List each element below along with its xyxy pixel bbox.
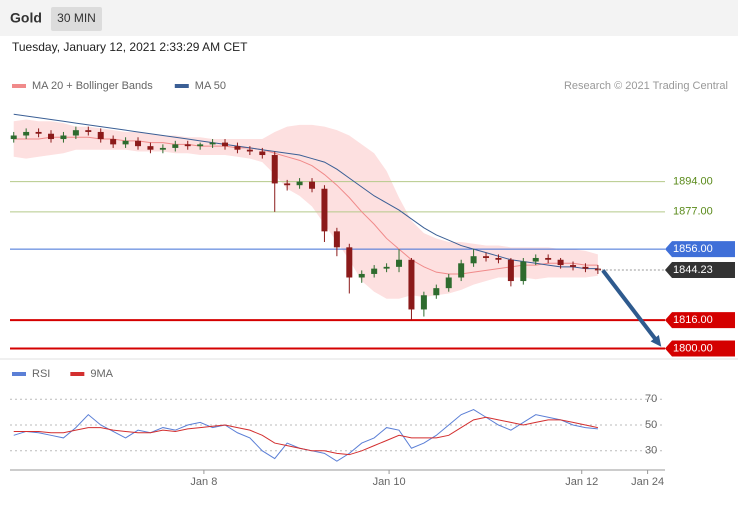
candle-body [396, 259, 403, 267]
x-tick-label: Jan 10 [373, 476, 406, 488]
interval-button[interactable] [51, 7, 102, 31]
candle-body [284, 183, 291, 186]
candle-body [346, 247, 353, 278]
last-price-label: 1844.23 [673, 264, 713, 276]
indicator-line [13, 416, 598, 456]
candle-body [184, 144, 191, 147]
source-label: Research © 2021 Trading Central [564, 80, 728, 92]
legend-swatch [174, 84, 189, 88]
legend-label: RSI [32, 368, 50, 380]
level-label: 1877.00 [673, 206, 713, 218]
x-tick-label: Jan 24 [631, 476, 664, 488]
candle-body [408, 259, 415, 310]
y-tick-label: 50 [645, 419, 657, 431]
indicator-line [13, 408, 598, 462]
level-label: 1816.00 [673, 314, 713, 326]
instrument-title: Gold [10, 10, 42, 26]
candle-body [23, 131, 30, 136]
candle-body [582, 266, 589, 269]
legend-label: MA 50 [195, 80, 226, 92]
arrow-head [650, 334, 662, 347]
candle-body [197, 144, 204, 147]
legend-swatch [70, 372, 85, 376]
level-tag [665, 241, 735, 258]
candle-body [333, 231, 340, 248]
candle-body [570, 265, 577, 267]
candle-body [358, 273, 365, 278]
candle-body [135, 140, 142, 147]
x-tick-label: Jan 12 [565, 476, 598, 488]
legend-label: MA 20 + Bollinger Bands [32, 80, 153, 92]
candle-body [458, 263, 465, 278]
candle-body [420, 295, 427, 310]
level-label: 1800.00 [673, 342, 713, 354]
candle-body [321, 188, 328, 232]
y-tick-label: 30 [645, 445, 657, 457]
candle-body [48, 133, 55, 140]
candle-body [483, 256, 490, 258]
x-tick-label: Jan 8 [190, 476, 217, 488]
candle-body [97, 131, 104, 140]
level-label: 1856.00 [673, 243, 713, 255]
candle-body [507, 259, 514, 282]
candle-body [520, 261, 527, 282]
candle-body [445, 277, 452, 289]
candle-body [35, 131, 42, 134]
candle-body [159, 147, 166, 150]
candle-body [433, 288, 440, 296]
interval-label[interactable]: 30 MIN [57, 11, 96, 25]
candle-body [371, 268, 378, 274]
ma-line [13, 113, 598, 270]
candle-body [532, 257, 539, 262]
last-price-tag [665, 261, 735, 278]
candle-body [72, 130, 79, 136]
header-bar [0, 0, 738, 36]
candle-body [495, 257, 502, 260]
candle-body [246, 149, 253, 152]
datetime: Tuesday, January 12, 2021 2:33:29 AM CET [12, 40, 248, 54]
legend-swatch [12, 372, 26, 376]
candle-body [259, 151, 266, 156]
legend-swatch [12, 84, 26, 88]
candle-body [85, 130, 92, 132]
candle-body [557, 259, 564, 266]
bollinger-band [13, 119, 598, 299]
candle-body [234, 146, 241, 150]
candle-body [172, 144, 179, 148]
legend-label: 9MA [90, 368, 113, 380]
candle-body [545, 257, 552, 260]
candle-body [147, 146, 154, 150]
level-tag [665, 340, 735, 357]
y-tick-label: 70 [645, 393, 657, 405]
candle-body [222, 142, 229, 147]
candle-body [209, 142, 216, 145]
candle-body [10, 135, 17, 140]
forecast-arrow [601, 269, 658, 342]
candle-body [271, 155, 278, 184]
candle-body [309, 181, 316, 189]
candle-body [383, 266, 390, 269]
candle-body [470, 256, 477, 264]
level-tag [665, 312, 735, 329]
candle-body [110, 139, 117, 145]
candle-body [122, 140, 129, 145]
candle-body [60, 135, 67, 140]
candle-body [296, 181, 303, 186]
level-label: 1894.00 [673, 176, 713, 188]
